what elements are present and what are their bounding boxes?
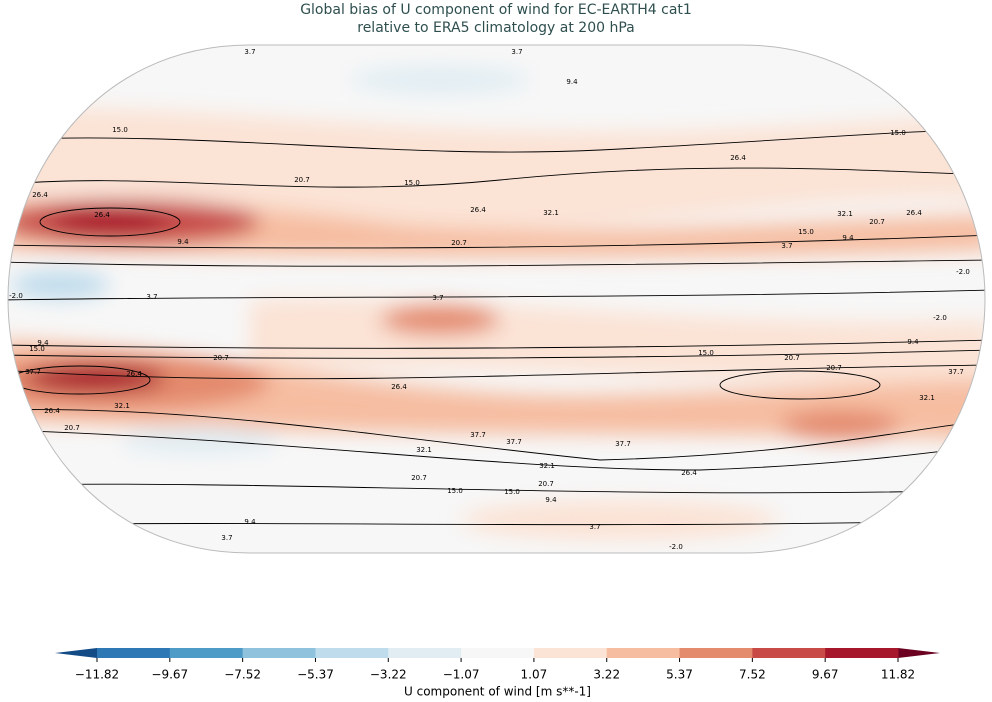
contour-label: 9.4 xyxy=(177,238,189,246)
contour-label: 37.7 xyxy=(470,431,486,439)
contour-label: 20.7 xyxy=(451,239,467,247)
contour-label: 26.4 xyxy=(470,206,486,214)
colorbar-tick-label: 9.67 xyxy=(812,668,839,682)
contour-label: 15.0 xyxy=(404,179,420,187)
contour-label: 9.4 xyxy=(244,518,256,526)
contour-label: 32.1 xyxy=(539,462,555,470)
contour-label: 20.7 xyxy=(538,480,554,488)
colorbar-tick-label: 5.37 xyxy=(666,668,693,682)
contour-label: 26.4 xyxy=(94,211,110,219)
contour-label: 20.7 xyxy=(411,474,427,482)
contour-label: 32.1 xyxy=(114,402,130,410)
contour-label: 3.7 xyxy=(221,534,232,542)
contour-label: 15.0 xyxy=(890,129,906,137)
contour-label: 26.4 xyxy=(32,191,48,199)
contour-label: 20.7 xyxy=(64,424,80,432)
colorbar-segment xyxy=(242,648,316,658)
contour-label: 15.0 xyxy=(447,487,463,495)
map: 3.7 3.79.415.0 15.026.426.420.7 15.026.4 32.… xyxy=(8,45,985,553)
contour-label: 3.7 xyxy=(511,48,522,56)
contour-label: 26.4 xyxy=(44,407,60,415)
contour-label: 15.0 xyxy=(29,345,45,353)
colorbar-segment xyxy=(606,648,681,658)
contour-label: 15.0 xyxy=(112,126,128,134)
colorbar-extend xyxy=(55,648,97,658)
colorbar: −11.82 −9.67 −7.52 −5.37 −3.22 −1.07 1.07 3.22 5… xyxy=(55,648,940,699)
map-outline xyxy=(7,44,986,554)
title-line: Global bias of U component of wind for E… xyxy=(300,2,692,18)
colorbar-segment xyxy=(533,648,608,658)
colorbar-tick-label: 3.22 xyxy=(593,668,620,682)
colorbar-segment xyxy=(752,648,826,658)
contour-label: 32.1 xyxy=(416,446,432,454)
title-line: relative to ERA5 climatology at 200 hPa xyxy=(357,20,634,36)
contour-label: 3.7 xyxy=(781,242,792,250)
contour-label: 20.7 xyxy=(784,354,800,362)
contour-label: 26.4 xyxy=(681,469,697,477)
contour-label: 32.1 xyxy=(919,394,935,402)
contour-label: 37.7 xyxy=(615,440,631,448)
contour-label: -2.0 xyxy=(9,292,23,300)
colorbar-segment xyxy=(679,648,753,658)
colorbar-segment xyxy=(169,648,244,658)
colorbar-extend xyxy=(898,648,940,658)
contour-labels: 3.7 3.79.415.0 15.026.426.420.7 15.026.4 32.… xyxy=(9,48,970,551)
contour-label: 20.7 xyxy=(294,176,310,184)
contour-label: 9.4 xyxy=(907,338,919,346)
colorbar-tick-label: −5.37 xyxy=(297,668,334,682)
colorbar-tick-label: −11.82 xyxy=(75,668,119,682)
contour-label: 26.4 xyxy=(126,370,142,378)
colorbar-segment xyxy=(461,648,535,658)
colorbar-segment xyxy=(97,648,171,658)
contour-label: 32.1 xyxy=(543,209,559,217)
contour-label: 26.4 xyxy=(391,383,407,391)
contour-label: 3.7 xyxy=(146,293,157,301)
colorbar-tick-label: 1.07 xyxy=(521,668,548,682)
contour-label: 3.7 xyxy=(244,48,255,56)
colorbar-tick-label: −3.22 xyxy=(370,668,407,682)
contour-label: 26.4 xyxy=(906,209,922,217)
contour-label: 3.7 xyxy=(432,294,443,302)
contour-label: 9.4 xyxy=(545,496,557,504)
contour-label: 20.7 xyxy=(213,354,229,362)
contour-label: -2.0 xyxy=(669,543,683,551)
contour-label: 20.7 xyxy=(826,364,842,372)
colorbar-tick-label: −1.07 xyxy=(443,668,480,682)
colorbar-segment xyxy=(315,648,389,658)
contour-label: 37.7 xyxy=(506,438,522,446)
contour-label: 20.7 xyxy=(869,218,885,226)
contour-label: 3.7 xyxy=(589,523,600,531)
contour-label: 9.4 xyxy=(842,234,854,242)
contour-label: 15.0 xyxy=(798,228,814,236)
contour-label: 26.4 xyxy=(730,154,746,162)
contour-label: 15.0 xyxy=(698,349,714,357)
contour-label: -2.0 xyxy=(956,268,970,276)
contour-label: -2.0 xyxy=(933,314,947,322)
contour-label: 9.4 xyxy=(566,78,578,86)
colorbar-tick-label: −9.67 xyxy=(151,668,188,682)
contour-label: 15.0 xyxy=(504,488,520,496)
contour-label: 37.7 xyxy=(25,368,41,376)
colorbar-tick-label: 7.52 xyxy=(739,668,766,682)
contour-label: 32.1 xyxy=(837,210,853,218)
colorbar-segment xyxy=(388,648,462,658)
contour-label: 9.4 xyxy=(37,339,49,347)
colorbar-label: U component of wind [m s**-1] xyxy=(404,685,591,699)
contour-label: 37.7 xyxy=(948,368,964,376)
colorbar-segment xyxy=(825,648,899,658)
colorbar-tick-label: −7.52 xyxy=(224,668,261,682)
colorbar-tick-label: 11.82 xyxy=(881,668,915,682)
